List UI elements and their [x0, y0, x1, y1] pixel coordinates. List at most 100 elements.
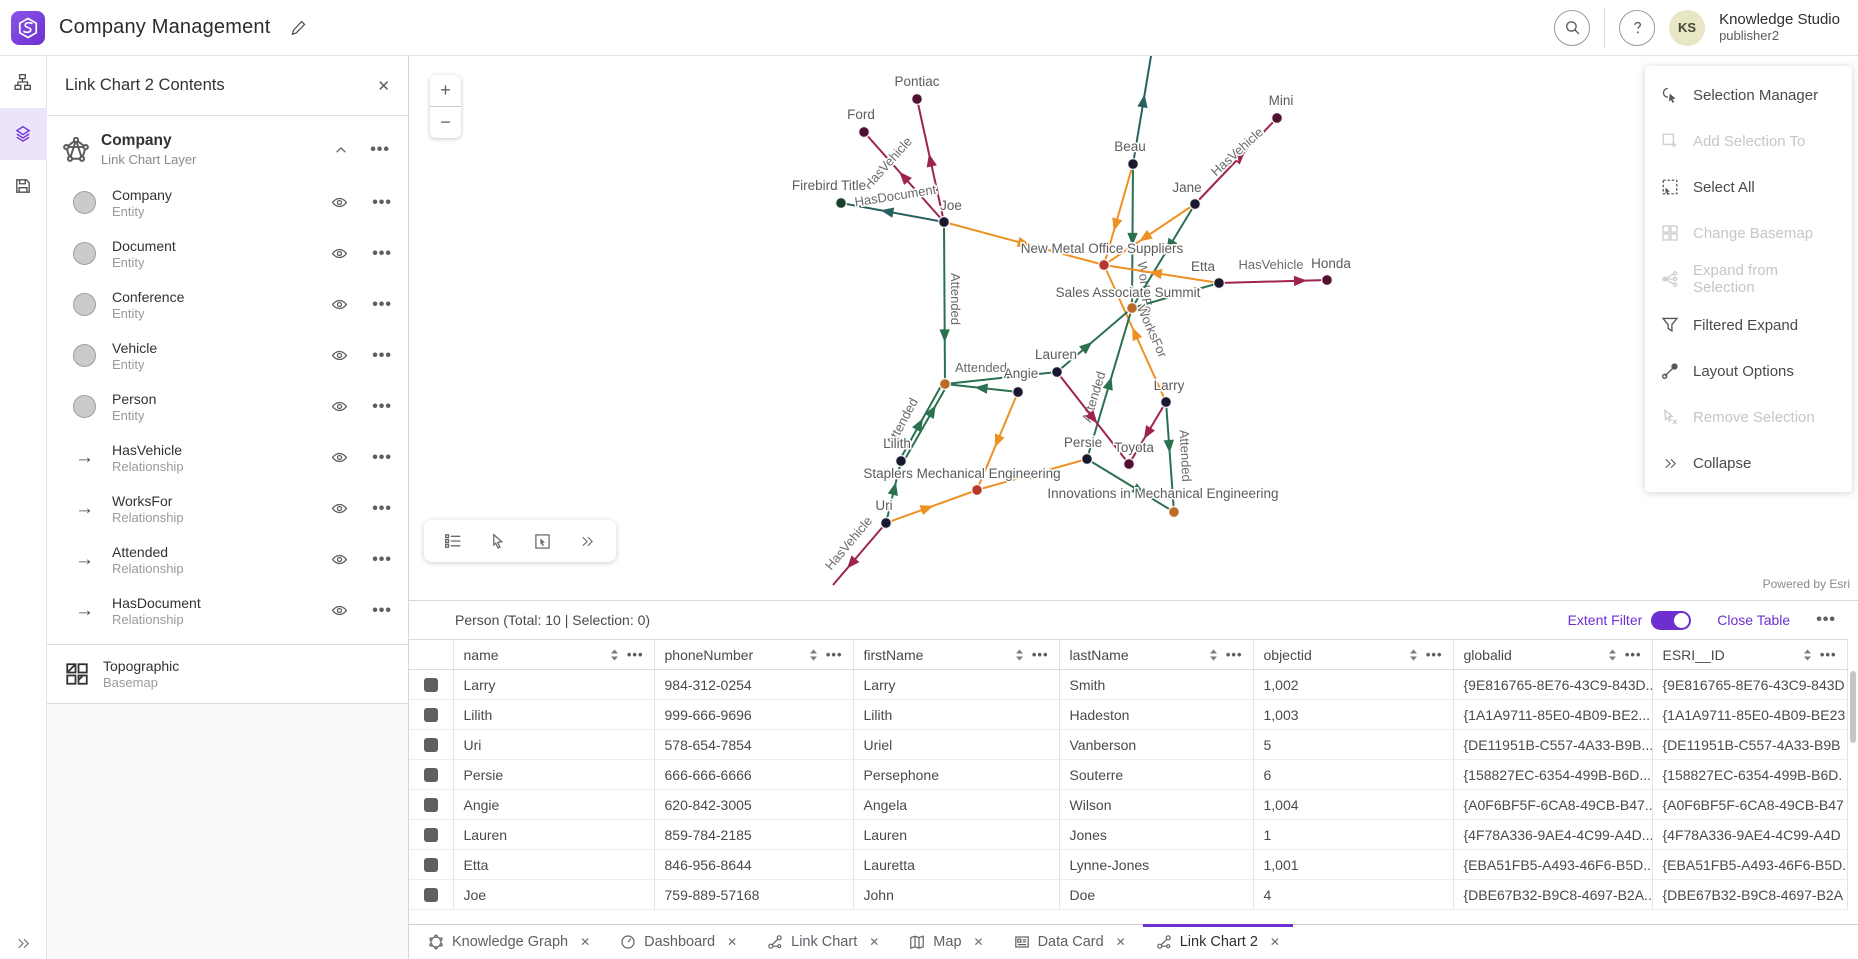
sort-icon[interactable] — [1209, 649, 1218, 661]
tab-link-chart-2[interactable]: Link Chart 2 ✕ — [1141, 924, 1295, 959]
graph-node[interactable] — [857, 125, 871, 139]
select-rectangle-tool-button[interactable] — [520, 520, 565, 562]
graph-node[interactable] — [970, 483, 984, 497]
row-checkbox[interactable] — [423, 827, 438, 842]
graph-node[interactable] — [910, 92, 924, 106]
visibility-toggle[interactable] — [331, 398, 348, 415]
layer-item-company[interactable]: Company Entity ••• — [47, 177, 408, 228]
layer-item-attended[interactable]: → Attended Relationship ••• — [47, 534, 408, 585]
item-menu-button[interactable]: ••• — [372, 448, 392, 466]
menu-item-layout-options[interactable]: Layout Options — [1645, 348, 1852, 394]
cursor-tool-button[interactable] — [475, 520, 520, 562]
sort-icon[interactable] — [1803, 649, 1812, 661]
avatar[interactable]: KS — [1669, 9, 1706, 46]
zoom-in-button[interactable]: + — [440, 80, 451, 100]
row-checkbox[interactable] — [423, 887, 438, 902]
graph-node[interactable] — [834, 196, 848, 210]
tab-map[interactable]: Map ✕ — [894, 925, 998, 959]
tab-close-icon[interactable]: ✕ — [1115, 935, 1126, 949]
tab-close-icon[interactable]: ✕ — [580, 935, 591, 949]
graph-node[interactable] — [938, 377, 952, 391]
item-menu-button[interactable]: ••• — [372, 295, 392, 313]
layer-item-worksfor[interactable]: → WorksFor Relationship ••• — [47, 483, 408, 534]
tab-knowledge-graph[interactable]: Knowledge Graph ✕ — [413, 925, 605, 959]
visibility-toggle[interactable] — [331, 296, 348, 313]
layer-item-conference[interactable]: Conference Entity ••• — [47, 279, 408, 330]
zoom-out-button[interactable]: − — [440, 112, 451, 132]
search-button[interactable] — [1554, 9, 1591, 46]
graph-node[interactable] — [1122, 457, 1136, 471]
help-button[interactable] — [1619, 9, 1656, 46]
table-row[interactable]: Uri 578-654-7854 Uriel Vanberson 5 {DE11951B-… — [409, 729, 1848, 760]
sort-icon[interactable] — [1015, 649, 1024, 661]
graph-node[interactable] — [1011, 385, 1025, 399]
graph-node[interactable] — [1212, 276, 1226, 290]
graph-edge[interactable] — [1086, 458, 1175, 513]
column-menu-button[interactable]: ••• — [1031, 647, 1049, 662]
graph-edge[interactable] — [1165, 401, 1175, 513]
graph-node[interactable] — [937, 215, 951, 229]
toolbar-expand-button[interactable] — [565, 520, 610, 562]
tab-data-card[interactable]: Data Card ✕ — [999, 925, 1141, 959]
graph-node[interactable] — [1125, 301, 1139, 315]
row-checkbox[interactable] — [423, 737, 438, 752]
sort-icon[interactable] — [1409, 649, 1418, 661]
column-header-firstName[interactable]: firstName ••• — [853, 639, 1060, 670]
column-menu-button[interactable]: ••• — [1425, 647, 1443, 662]
table-row[interactable]: Etta 846-956-8644 Lauretta Lynne-Jones 1,001… — [409, 849, 1848, 880]
visibility-toggle[interactable] — [331, 551, 348, 568]
graph-node[interactable] — [1050, 365, 1064, 379]
visibility-toggle[interactable] — [331, 245, 348, 262]
menu-item-filtered-expand[interactable]: Filtered Expand — [1645, 302, 1852, 348]
item-menu-button[interactable]: ••• — [372, 244, 392, 262]
link-chart-canvas[interactable]: HasVehicle HasDocument Attended WorksFor Has… — [409, 56, 1858, 600]
tab-close-icon[interactable]: ✕ — [727, 935, 738, 949]
item-menu-button[interactable]: ••• — [372, 193, 392, 211]
edit-title-button[interactable] — [289, 19, 307, 37]
user-block[interactable]: Knowledge Studio publisher2 — [1719, 11, 1840, 43]
basemap-row[interactable]: Topographic Basemap — [47, 644, 408, 704]
item-menu-button[interactable]: ••• — [372, 601, 392, 619]
row-checkbox[interactable] — [423, 767, 438, 782]
column-header-globalid[interactable]: globalid ••• — [1453, 639, 1653, 670]
column-header-ESRI__ID[interactable]: ESRI__ID ••• — [1652, 639, 1848, 670]
menu-item-select-all[interactable]: Select All — [1645, 164, 1852, 210]
sort-icon[interactable] — [1608, 649, 1617, 661]
column-menu-button[interactable]: ••• — [1819, 647, 1837, 662]
layer-item-hasvehicle[interactable]: → HasVehicle Relationship ••• — [47, 432, 408, 483]
item-menu-button[interactable]: ••• — [372, 550, 392, 568]
graph-edge[interactable] — [904, 381, 950, 460]
layer-item-vehicle[interactable]: Vehicle Entity ••• — [47, 330, 408, 381]
table-row[interactable]: Lilith 999-666-9696 Lilith Hadeston 1,003 {1A… — [409, 699, 1848, 730]
graph-node[interactable] — [1167, 505, 1181, 519]
table-row[interactable]: Lauren 859-784-2185 Lauren Jones 1 {4F78A336-… — [409, 819, 1848, 850]
tab-close-icon[interactable]: ✕ — [869, 935, 880, 949]
layer-menu-button[interactable]: ••• — [370, 140, 390, 158]
tab-close-icon[interactable]: ✕ — [973, 935, 984, 949]
column-header-phoneNumber[interactable]: phoneNumber ••• — [654, 639, 854, 670]
column-menu-button[interactable]: ••• — [626, 647, 644, 662]
close-table-button[interactable]: Close Table — [1717, 612, 1791, 628]
graph-node[interactable] — [1097, 258, 1111, 272]
item-menu-button[interactable]: ••• — [372, 397, 392, 415]
rail-item-hierarchy[interactable] — [0, 56, 47, 108]
graph-edge[interactable] — [1131, 203, 1196, 309]
tab-link-chart[interactable]: Link Chart ✕ — [752, 925, 894, 959]
row-checkbox[interactable] — [423, 707, 438, 722]
column-header-lastName[interactable]: lastName ••• — [1059, 639, 1254, 670]
rail-collapse-button[interactable] — [16, 936, 31, 951]
graph-edge[interactable] — [832, 522, 887, 586]
graph-node[interactable] — [894, 454, 908, 468]
graph-edge[interactable] — [944, 371, 1058, 385]
column-menu-button[interactable]: ••• — [825, 647, 843, 662]
table-row[interactable]: Larry 984-312-0254 Larry Smith 1,002 {9E81676… — [409, 669, 1848, 700]
legend-tool-button[interactable] — [430, 520, 475, 562]
extent-filter-control[interactable]: Extent Filter — [1568, 610, 1692, 630]
rail-item-save[interactable] — [0, 160, 47, 212]
graph-node[interactable] — [1080, 452, 1094, 466]
column-header-name[interactable]: name ••• — [453, 639, 655, 670]
rail-item-layers[interactable] — [0, 108, 47, 160]
menu-item-selection-manager[interactable]: Selection Manager — [1645, 72, 1852, 118]
table-row[interactable]: Persie 666-666-6666 Persephone Souterre 6 {15… — [409, 759, 1848, 790]
table-row[interactable]: Angie 620-842-3005 Angela Wilson 1,004 {A0F6B… — [409, 789, 1848, 820]
